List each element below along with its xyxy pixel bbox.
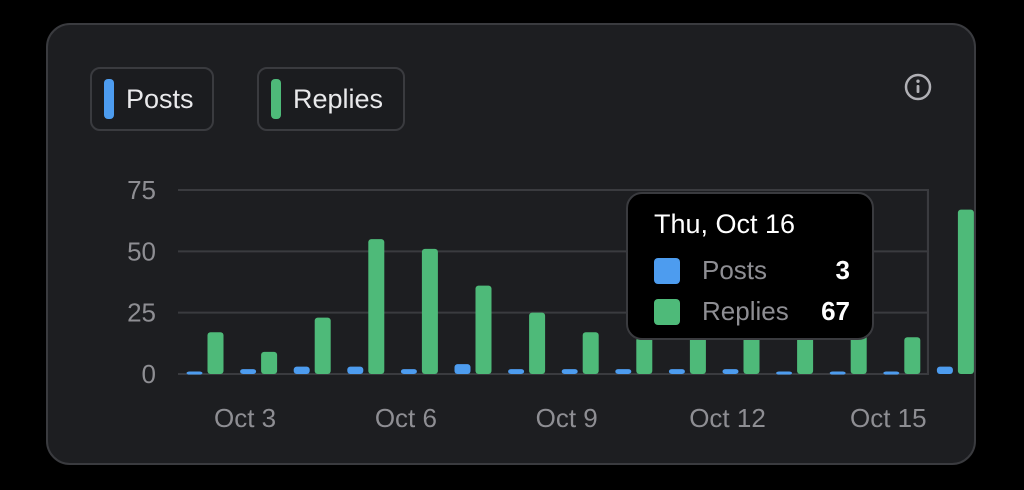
posts-bar[interactable] — [347, 366, 364, 374]
y-tick-label: 0 — [142, 359, 156, 389]
legend-posts-label: Posts — [126, 83, 194, 114]
legend-posts-toggle[interactable]: Posts — [90, 67, 214, 131]
posts-bar[interactable] — [936, 366, 953, 374]
replies-bar[interactable] — [743, 332, 760, 374]
replies-bar[interactable] — [850, 334, 867, 374]
legend-posts-swatch — [104, 79, 114, 119]
posts-bar[interactable] — [615, 369, 632, 374]
x-tick-label: Oct 6 — [375, 403, 437, 433]
tooltip-replies-swatch — [654, 299, 680, 325]
y-tick-label: 75 — [127, 175, 156, 205]
y-tick-label: 50 — [127, 236, 156, 266]
tooltip-posts-value: 3 — [835, 255, 850, 285]
chart-tooltip: Thu, Oct 16 Posts 3 Replies 67 — [626, 192, 874, 340]
posts-bar[interactable] — [186, 371, 203, 375]
tooltip-title: Thu, Oct 16 — [654, 209, 796, 239]
replies-bar[interactable] — [582, 332, 599, 374]
replies-bar[interactable] — [689, 332, 706, 374]
replies-bar[interactable] — [797, 332, 814, 374]
highlight-column — [926, 190, 929, 374]
replies-bar[interactable] — [314, 317, 331, 374]
x-tick-label: Oct 12 — [689, 403, 766, 433]
legend-replies-toggle[interactable]: Replies — [257, 67, 405, 131]
posts-bar[interactable] — [883, 371, 900, 375]
tooltip-posts-swatch — [654, 258, 680, 284]
x-tick-label: Oct 15 — [850, 403, 927, 433]
replies-bar[interactable] — [529, 312, 546, 374]
replies-bar[interactable] — [904, 337, 921, 374]
replies-bar[interactable] — [421, 248, 438, 374]
posts-bar[interactable] — [454, 364, 471, 374]
replies-bar[interactable] — [368, 239, 385, 374]
replies-bar[interactable] — [475, 285, 492, 374]
posts-bar[interactable] — [722, 369, 739, 374]
y-tick-label: 25 — [127, 298, 156, 328]
posts-bar[interactable] — [829, 371, 846, 375]
legend-replies-swatch — [271, 79, 281, 119]
posts-bar[interactable] — [400, 369, 417, 374]
legend-replies-label: Replies — [293, 83, 384, 114]
replies-bar[interactable] — [261, 351, 278, 374]
tooltip-replies-row: Replies 67 — [654, 296, 850, 326]
posts-bar[interactable] — [561, 369, 578, 374]
x-tick-label: Oct 9 — [536, 403, 598, 433]
info-icon[interactable] — [904, 73, 932, 101]
x-tick-label: Oct 3 — [214, 403, 276, 433]
replies-bar[interactable] — [636, 337, 653, 374]
tooltip-replies-value: 67 — [821, 296, 850, 326]
tooltip-posts-label: Posts — [702, 255, 768, 285]
posts-bar[interactable] — [293, 366, 310, 374]
posts-bar[interactable] — [668, 369, 685, 374]
replies-bar[interactable] — [207, 332, 224, 374]
tooltip-posts-row: Posts 3 — [654, 255, 850, 285]
tooltip-replies-label: Replies — [702, 296, 789, 326]
posts-bar[interactable] — [508, 369, 525, 374]
posts-bar[interactable] — [776, 371, 793, 375]
posts-bar[interactable] — [240, 369, 257, 374]
replies-bar[interactable] — [957, 209, 974, 374]
